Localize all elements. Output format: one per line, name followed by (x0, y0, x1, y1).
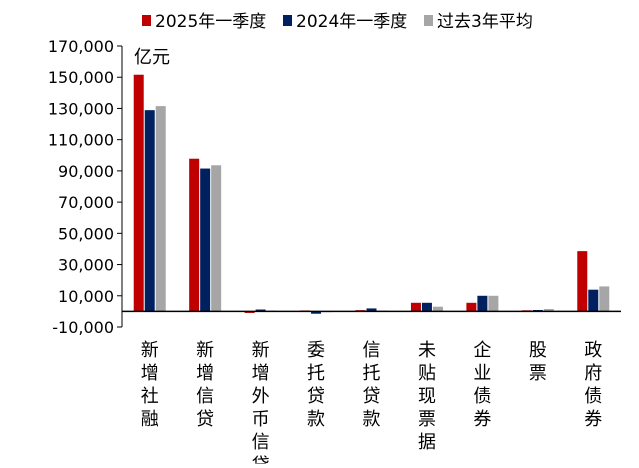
x-tick-label-char: 债 (584, 386, 602, 407)
bar (421, 302, 432, 312)
bar (155, 106, 166, 312)
bar (410, 302, 421, 312)
x-tick-label-char: 信 (196, 386, 214, 407)
x-tick-label-char: 外 (252, 386, 270, 407)
bar (588, 289, 599, 312)
y-tick-label: 70,000 (58, 193, 114, 212)
x-tick-label-char: 票 (529, 363, 547, 384)
x-tick-label-char: 政 (584, 340, 602, 361)
bar (599, 286, 610, 312)
x-tick-label-char: 贷 (363, 386, 381, 407)
y-tick-label: 110,000 (48, 131, 114, 150)
bar (488, 295, 499, 312)
bar (432, 306, 443, 312)
x-tick-label-char: 据 (418, 432, 436, 453)
bar (211, 165, 222, 312)
x-tick-label-char: 融 (141, 409, 159, 430)
x-tick-label-char: 新 (196, 340, 214, 361)
y-tick-label: 130,000 (48, 99, 114, 118)
bar (144, 110, 155, 312)
x-tick-label-char: 票 (418, 409, 436, 430)
legend-item-avg: 过去3年平均 (424, 12, 533, 32)
legend-item-2024: 2024年一季度 (283, 12, 407, 32)
x-tick-label-char: 贷 (196, 409, 214, 430)
x-tick-label-char: 款 (307, 409, 325, 430)
x-tick-label-char: 企 (473, 340, 491, 361)
x-tick-label-char: 社 (141, 386, 159, 407)
x-tick-label-char: 增 (196, 363, 214, 384)
y-tick-label: 170,000 (48, 37, 114, 56)
bar (366, 308, 377, 312)
bar (577, 251, 588, 312)
x-tick-label-char: 贷 (252, 455, 270, 464)
bar (200, 168, 211, 312)
x-tick-label: 股票 (529, 340, 547, 384)
bar (189, 158, 200, 312)
x-tick-label-char: 信 (363, 340, 381, 361)
legend-swatch-2025 (142, 15, 151, 26)
y-tick-label: 150,000 (48, 68, 114, 87)
x-tick-label-char: 托 (307, 363, 325, 384)
bar (543, 309, 554, 312)
x-tick-label-char: 股 (529, 340, 547, 361)
x-tick-label-char: 贴 (418, 363, 436, 384)
legend-swatch-2024 (283, 15, 292, 26)
bar (477, 295, 488, 312)
bar (133, 74, 144, 312)
x-tick-label-char: 现 (418, 386, 436, 407)
y-tick-label: 90,000 (58, 162, 114, 181)
legend-label-2025: 2025年一季度 (155, 12, 266, 32)
y-tick-label: 10,000 (58, 287, 114, 306)
bar (255, 309, 266, 312)
bar (244, 311, 255, 313)
legend-swatch-avg (424, 15, 433, 26)
legend-label-2024: 2024年一季度 (296, 12, 407, 32)
x-tick-label-char: 托 (363, 363, 381, 384)
x-tick-label-char: 信 (252, 432, 270, 453)
y-axis: -10,000 10,000 30,000 50,000 70,000 90,000 110… (48, 37, 123, 337)
x-tick-label-char: 款 (363, 409, 381, 430)
x-tick-label-char: 增 (252, 363, 270, 384)
bar (311, 311, 322, 314)
x-tick-label-char: 业 (473, 363, 491, 384)
x-tick-label-char: 债 (473, 386, 491, 407)
x-tick-label-char: 未 (418, 340, 436, 361)
y-tick-label: 30,000 (58, 256, 114, 275)
x-tick-label-char: 贷 (307, 386, 325, 407)
x-axis: 新增社融新增信贷新增外币信贷委托贷款信托贷款未贴现票据企业债券股票政府债券 (122, 310, 621, 468)
y-tick-label: 50,000 (58, 224, 114, 243)
legend-label-avg: 过去3年平均 (437, 12, 533, 32)
x-tick-label-char: 增 (141, 363, 159, 384)
x-tick-label-char: 委 (307, 340, 325, 361)
x-tick-label: 新增外币信贷 (252, 340, 270, 468)
x-tick-label-char: 币 (252, 409, 270, 430)
x-tick-label-char: 券 (473, 409, 491, 430)
bars (133, 74, 610, 314)
x-tick-label-char: 新 (141, 340, 159, 361)
unit-label: 亿元 (134, 47, 170, 68)
legend-item-2025: 2025年一季度 (142, 12, 266, 32)
x-tick-label-char: 府 (584, 363, 602, 384)
y-tick-label: -10,000 (52, 318, 114, 337)
x-tick-label-char: 券 (584, 409, 602, 430)
bar (466, 302, 477, 312)
x-tick-label-char: 新 (252, 340, 270, 361)
legend: 2025年一季度 2024年一季度 过去3年平均 (142, 12, 533, 32)
